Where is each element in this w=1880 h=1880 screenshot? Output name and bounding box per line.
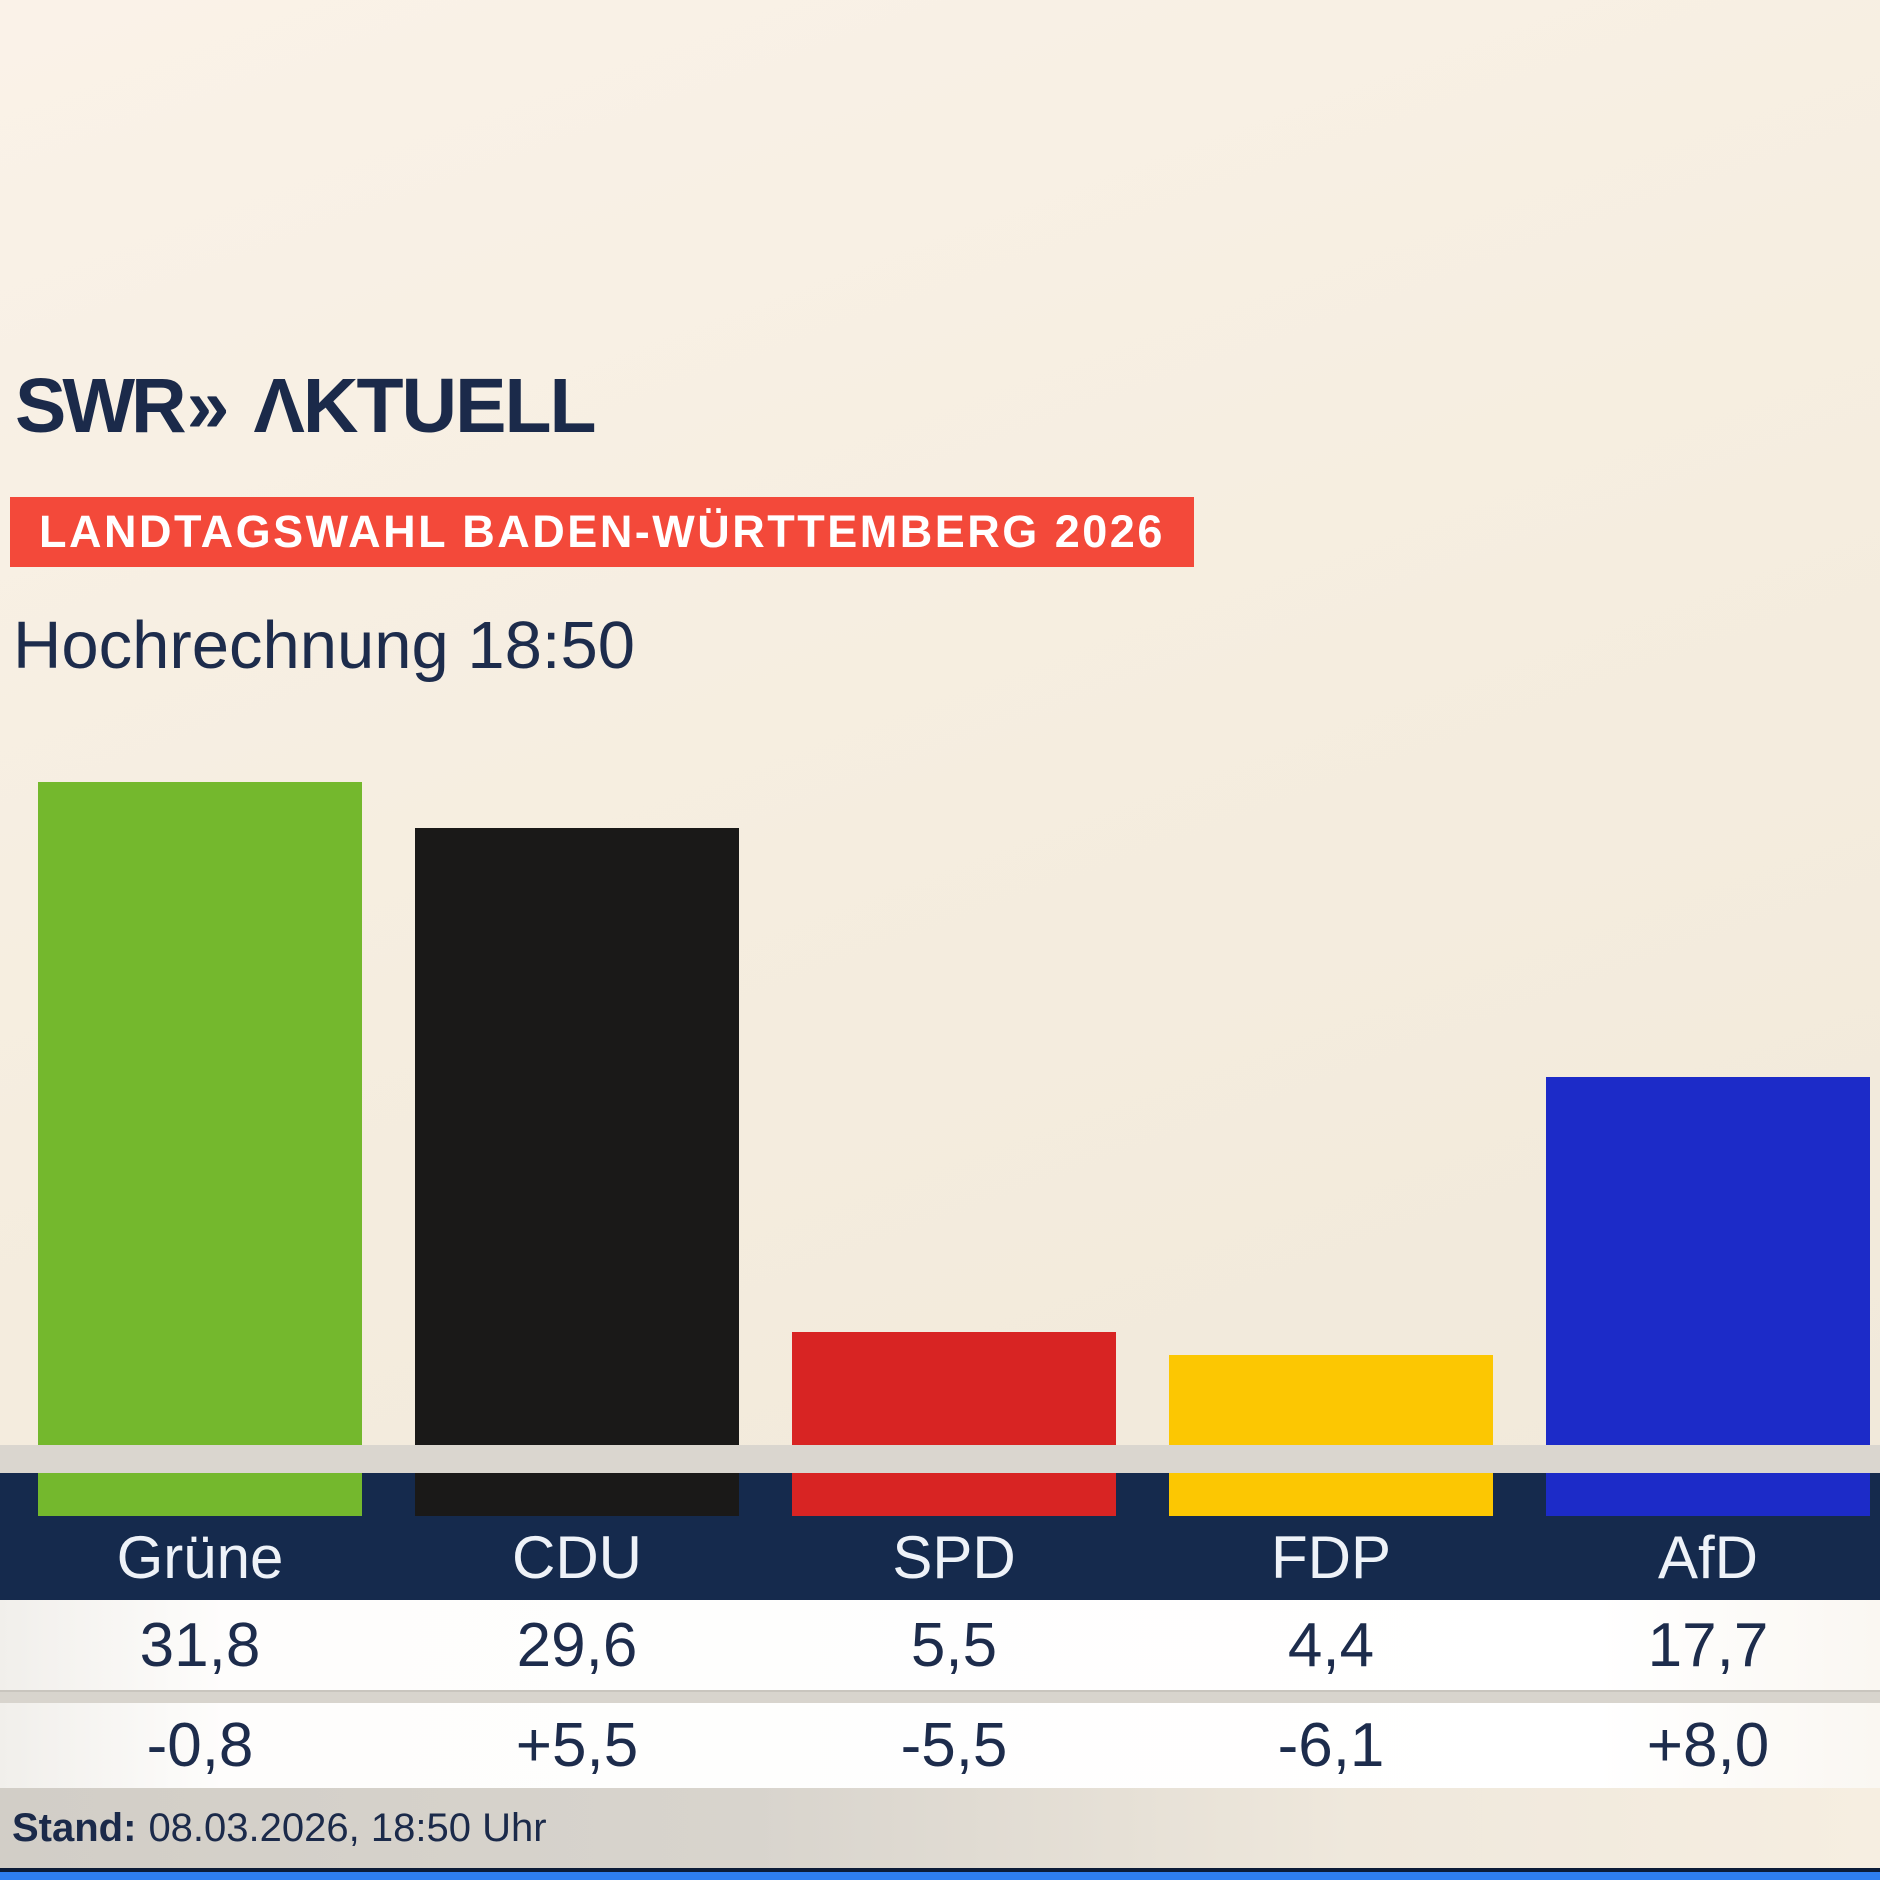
bar-cdu xyxy=(415,828,739,1447)
values-row xyxy=(0,1600,1880,1690)
bottom-navy-line xyxy=(0,1868,1880,1872)
stand-label: Stand: xyxy=(12,1805,137,1850)
stand-value: 08.03.2026, 18:50 Uhr xyxy=(148,1805,547,1850)
bar-afd xyxy=(1546,1077,1870,1447)
double-chevron-right-icon: » xyxy=(186,363,230,449)
swr-aktuell-logo: SWR» ΛKTUELL xyxy=(15,368,597,445)
topic-banner: LANDTAGSWAHL BADEN-WÜRTTEMBERG 2026 xyxy=(10,497,1194,567)
stand-bar: Stand: 08.03.2026, 18:50 Uhr xyxy=(0,1788,1880,1868)
bar-spd xyxy=(792,1332,1116,1447)
bar-fdp xyxy=(1169,1355,1493,1447)
bar-gruene xyxy=(38,782,362,1447)
row-divider xyxy=(0,1690,1880,1703)
bottom-blue-strip xyxy=(0,1872,1880,1880)
baseline-stripe xyxy=(0,1445,1880,1473)
party-name-band xyxy=(0,1473,1880,1600)
logo-swr-text: SWR xyxy=(15,363,187,449)
changes-row xyxy=(0,1703,1880,1788)
chart-title: Hochrechnung 18:50 xyxy=(13,608,636,683)
logo-aktuell-text: ΛKTUELL xyxy=(253,363,596,449)
